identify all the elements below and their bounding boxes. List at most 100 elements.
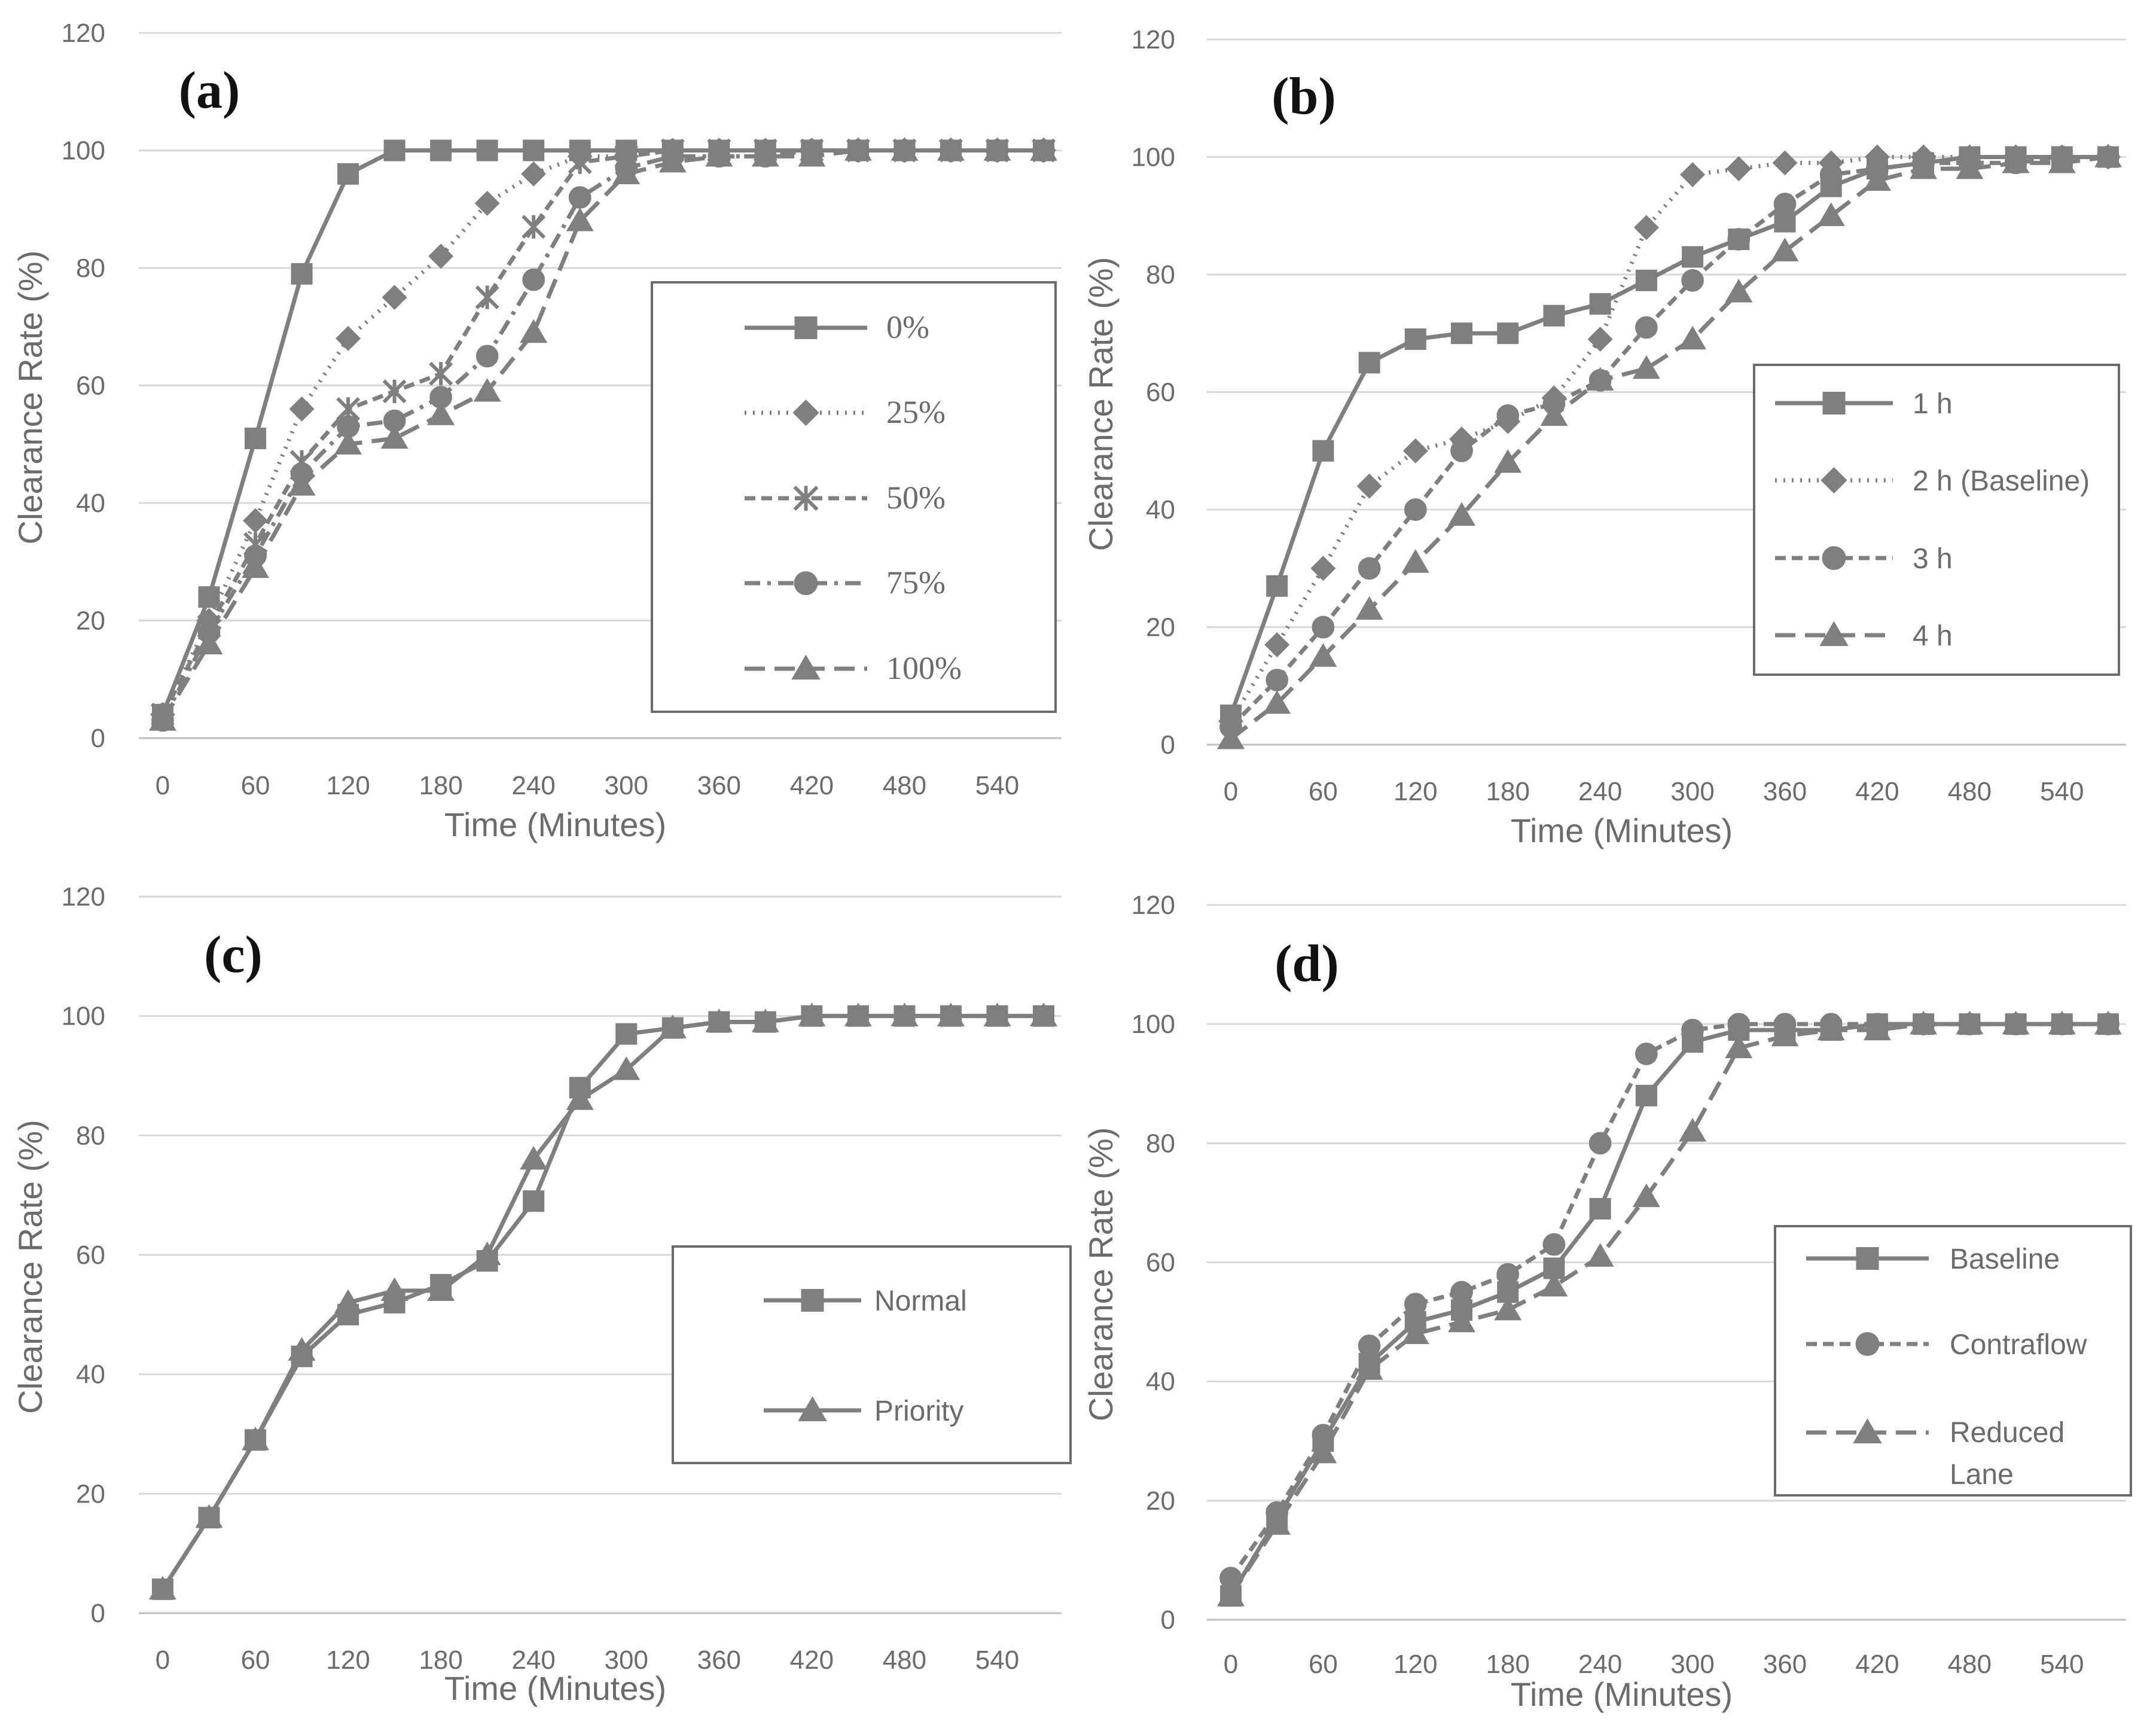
data-point-marker xyxy=(1448,502,1476,526)
x-tick-label: 120 xyxy=(1393,1650,1437,1679)
data-point-marker xyxy=(1679,325,1707,350)
y-axis-title: Clearance Rate (%) xyxy=(1082,257,1120,551)
data-point-marker xyxy=(1312,440,1334,462)
panel-label: (a) xyxy=(179,62,240,120)
legend-box xyxy=(1774,1225,2132,1497)
data-point-marker xyxy=(566,1086,594,1110)
x-tick-label: 420 xyxy=(790,1645,834,1675)
data-point-marker xyxy=(520,319,548,343)
data-point-marker xyxy=(474,190,500,216)
data-point-marker xyxy=(1635,1043,1658,1065)
y-tick-label: 0 xyxy=(1161,1605,1175,1635)
y-tick-label: 120 xyxy=(1132,891,1175,920)
data-point-marker xyxy=(430,139,452,161)
data-point-marker xyxy=(382,379,407,404)
data-point-marker xyxy=(1404,328,1426,351)
y-tick-label: 20 xyxy=(1146,613,1175,642)
data-point-marker xyxy=(1217,725,1245,749)
x-tick-label: 60 xyxy=(241,771,270,800)
data-point-marker xyxy=(1819,163,1843,186)
data-point-marker xyxy=(612,160,641,184)
data-point-marker xyxy=(1772,150,1798,176)
data-point-marker xyxy=(1910,1010,1938,1035)
x-tick-label: 0 xyxy=(1224,777,1238,806)
y-tick-label: 80 xyxy=(76,1121,105,1150)
y-tick-label: 20 xyxy=(76,607,105,636)
data-point-marker xyxy=(568,150,592,175)
y-tick-label: 0 xyxy=(91,724,105,753)
data-point-marker xyxy=(1404,1293,1427,1316)
x-tick-label: 180 xyxy=(1486,777,1530,806)
series-100 xyxy=(149,137,1057,731)
legend-box xyxy=(672,1245,1072,1464)
legend-label: 50% xyxy=(886,480,946,516)
x-tick-label: 180 xyxy=(419,771,462,800)
data-point-marker xyxy=(1030,1002,1057,1026)
y-tick-label: 80 xyxy=(1146,260,1175,289)
data-point-marker xyxy=(428,243,454,269)
x-tick-label: 480 xyxy=(1948,1650,1992,1679)
y-axis-title: Clearance Rate (%) xyxy=(11,1120,49,1414)
data-point-marker xyxy=(658,148,687,173)
data-point-marker xyxy=(289,396,315,422)
data-point-marker xyxy=(1309,643,1337,667)
legend-label: 2 h (Baseline) xyxy=(1913,465,2090,497)
data-point-marker xyxy=(1540,1272,1568,1297)
legend-marker xyxy=(793,485,819,511)
y-tick-label: 40 xyxy=(76,489,105,518)
chart-panel-d: 0 20 40 60 80 100 120 0 60 120 180 240 300 360 420 480 5… xyxy=(1082,891,2132,1713)
legend-label: Contraflow xyxy=(1950,1329,2087,1361)
legend-label: 4 h xyxy=(1913,620,1953,652)
data-point-marker xyxy=(1587,327,1613,352)
y-tick-label: 120 xyxy=(1132,25,1175,54)
x-axis-title: Time (Minutes) xyxy=(1511,812,1733,849)
legend-marker xyxy=(1856,1247,1879,1270)
data-point-marker xyxy=(1217,1582,1245,1607)
y-tick-label: 100 xyxy=(62,1002,105,1031)
y-tick-label: 100 xyxy=(1132,143,1175,172)
data-point-marker xyxy=(891,137,919,161)
data-point-marker xyxy=(1910,155,1938,179)
chart-panel-b: 0 20 40 60 80 100 120 0 60 120 180 240 300 360 420 480 5… xyxy=(1082,25,2126,849)
data-point-marker xyxy=(1635,316,1658,339)
data-point-marker xyxy=(336,325,361,351)
data-point-marker xyxy=(1956,1010,1984,1035)
panel-label: (b) xyxy=(1271,68,1336,126)
data-point-marker xyxy=(1771,1022,1799,1047)
data-point-marker xyxy=(380,425,408,449)
data-point-marker xyxy=(2094,1010,2122,1035)
y-axis-title: Clearance Rate (%) xyxy=(1082,1127,1120,1422)
y-tick-label: 80 xyxy=(1146,1129,1175,1158)
data-point-marker xyxy=(937,137,965,161)
series-line xyxy=(1229,1022,2108,1580)
data-point-marker xyxy=(523,1190,545,1212)
data-point-marker xyxy=(615,1023,638,1045)
x-tick-label: 120 xyxy=(1393,777,1437,806)
x-tick-label: 0 xyxy=(155,1645,170,1675)
x-tick-label: 540 xyxy=(2040,1650,2084,1679)
data-point-marker xyxy=(1356,473,1382,499)
legend-marker xyxy=(1853,1418,1882,1444)
legend-marker xyxy=(798,1396,827,1422)
data-point-marker xyxy=(2094,144,2122,167)
data-point-marker xyxy=(382,285,407,310)
data-point-marker xyxy=(198,586,220,608)
legend-box xyxy=(1753,364,2120,676)
data-point-marker xyxy=(1265,669,1289,691)
legend-box xyxy=(651,281,1057,713)
data-point-marker xyxy=(798,142,826,167)
data-point-marker xyxy=(2002,1010,2030,1035)
legend-label: 3 h xyxy=(1913,543,1953,575)
data-point-marker xyxy=(1358,557,1381,580)
data-point-marker xyxy=(1309,1439,1337,1464)
x-axis-title: Time (Minutes) xyxy=(444,806,666,843)
data-point-marker xyxy=(1401,1320,1429,1345)
data-point-marker xyxy=(798,1002,826,1026)
legend-label-line: Reduced xyxy=(1950,1417,2064,1449)
data-point-marker xyxy=(1543,304,1565,327)
y-tick-label: 20 xyxy=(76,1479,105,1508)
data-point-marker xyxy=(473,377,501,402)
data-point-marker xyxy=(1402,438,1428,464)
chart-panel-c: 0 20 40 60 80 100 120 0 60 120 180 240 300 360 420 480 5… xyxy=(11,882,1072,1707)
data-point-marker xyxy=(1450,439,1473,462)
